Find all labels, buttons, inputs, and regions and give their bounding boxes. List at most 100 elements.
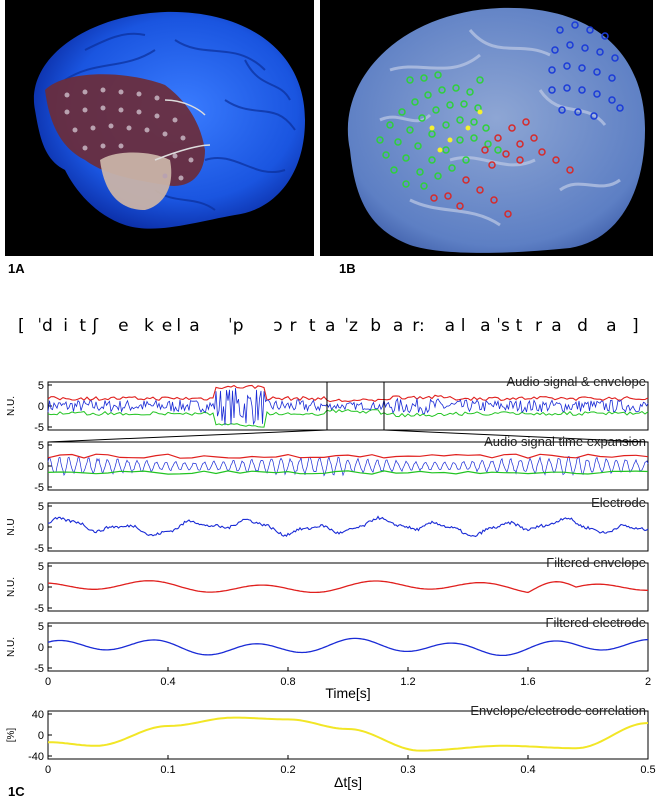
brain-gyri <box>379 29 621 227</box>
phonetic-symbol: t <box>515 316 523 336</box>
correlation-line <box>48 716 649 752</box>
audio-signal-line <box>47 387 649 426</box>
x-tick-label: 2 <box>645 676 651 688</box>
plot-title: Electrode <box>591 495 646 510</box>
plot-title: Envelope/electrode correlation <box>470 703 646 718</box>
y-tick-label: 0 <box>38 582 44 594</box>
electrode-map-panel <box>320 0 653 256</box>
y-tick-label: 5 <box>38 561 44 573</box>
upper-envelope-line <box>47 384 649 403</box>
y-tick-label: 40 <box>32 709 44 721</box>
y-axis-label: [%] <box>6 728 17 743</box>
filtered-envelope-line <box>47 580 648 594</box>
phonetic-symbol: l <box>176 316 182 336</box>
expanded-lower-envelope <box>47 470 649 475</box>
y-tick-label: 0 <box>38 401 44 413</box>
y-tick-label: 0 <box>38 730 44 742</box>
plot-title: Audio signal & envelope <box>507 374 647 389</box>
plot-frame <box>47 710 649 760</box>
phonetic-symbol: ˈp <box>228 316 244 336</box>
zoom-connector-right <box>383 429 649 443</box>
expanded-signal-line <box>47 455 649 477</box>
red-electrodes <box>430 118 574 218</box>
electrode-strip <box>100 152 172 210</box>
plot-title: Audio signal time expansion <box>484 434 646 449</box>
phonetic-symbol: l <box>460 316 466 336</box>
y-tick-label: -5 <box>34 482 44 494</box>
plot-title: Filtered envelope <box>546 555 646 570</box>
y-tick-label: -5 <box>34 663 44 675</box>
electrode-map <box>347 7 645 253</box>
green-electrodes <box>376 71 502 190</box>
plot-title: Filtered electrode <box>546 615 646 630</box>
phonetic-symbol: t <box>308 316 316 336</box>
phonetic-symbol: a <box>606 316 617 336</box>
y-tick-label: 0 <box>38 461 44 473</box>
x-tick-label: 0.4 <box>160 676 175 688</box>
plot-frame <box>47 381 649 431</box>
phonetic-symbol: i <box>63 316 68 336</box>
x-tick-label: 0.3 <box>400 764 415 776</box>
y-axis-label: N.U. <box>6 577 17 597</box>
plot-frame <box>47 622 649 672</box>
y-tick-label: 5 <box>38 501 44 513</box>
phonetic-symbol: a <box>551 316 562 336</box>
x-tick-label: 1.6 <box>520 676 535 688</box>
panel-label-b: 1B <box>339 261 356 276</box>
x-tick-label: 0.4 <box>520 764 535 776</box>
y-tick-label: 0 <box>38 642 44 654</box>
y-tick-label: -40 <box>28 751 44 763</box>
phonetic-symbol: a <box>325 316 336 336</box>
yellow-electrodes <box>429 109 483 153</box>
phonetic-symbol: b <box>370 316 382 336</box>
phonetic-symbol: a <box>392 316 404 336</box>
x-tick-label: 1.2 <box>400 676 415 688</box>
y-tick-label: 0 <box>38 522 44 534</box>
y-axis-label: N.U. <box>6 637 17 657</box>
y-axis-label: N.U. <box>6 396 17 416</box>
y-tick-label: -5 <box>34 543 44 555</box>
lower-envelope-line <box>47 408 649 428</box>
phonetic-symbol: e <box>118 316 129 336</box>
x-tick-label: 0.1 <box>160 764 175 776</box>
phonetic-transcription: [ˈd i t ʃ e k e l a ˈp ɔ r t a ˈz b a r: a l a ˈs t r a d a] <box>0 316 662 344</box>
y-tick-label: 5 <box>38 440 44 452</box>
phonetic-symbol: d <box>577 316 588 336</box>
y-tick-label: 5 <box>38 621 44 633</box>
phonetic-symbol: ˈs <box>496 316 510 336</box>
filtered-electrode-line <box>47 637 649 657</box>
phonetic-symbol: ˈz <box>344 316 358 336</box>
x-axis-label: Time[s] <box>325 685 370 701</box>
phonetic-symbol: a <box>189 316 200 336</box>
phonetic-symbol: a <box>444 316 455 336</box>
phonetic-symbol: k <box>144 316 154 336</box>
phonetic-symbol: r <box>289 316 297 336</box>
x-axis-label: Δt[s] <box>334 774 362 790</box>
x-tick-label: 0.8 <box>280 676 295 688</box>
phonetic-symbol: a <box>480 316 491 336</box>
x-tick-label: 0 <box>45 676 51 688</box>
x-tick-label: 0.5 <box>640 764 655 776</box>
y-tick-label: 5 <box>38 380 44 392</box>
plot-frame <box>47 502 649 552</box>
x-tick-label: 0 <box>45 764 51 776</box>
phonetic-symbol: ʃ <box>92 316 99 336</box>
y-tick-label: -5 <box>34 603 44 615</box>
panel-label-c: 1C <box>8 784 25 799</box>
phonetic-symbol: ˈd <box>37 316 53 336</box>
phonetic-symbol: ] <box>632 316 639 336</box>
phonetic-symbol: e <box>161 316 173 336</box>
x-tick-label: 0.2 <box>280 764 295 776</box>
panel-label-a: 1A <box>8 261 25 276</box>
brain-photo <box>33 11 306 229</box>
expanded-upper-envelope <box>47 453 649 459</box>
brain-photo-panel <box>5 0 314 256</box>
plot-frame <box>47 441 649 491</box>
y-axis-label: N.U <box>6 518 17 535</box>
electrode-line <box>48 515 649 538</box>
plot-frame <box>47 562 649 612</box>
phonetic-symbol: r: <box>412 316 425 336</box>
blue-electrodes <box>548 21 624 120</box>
y-tick-label: -5 <box>34 422 44 434</box>
